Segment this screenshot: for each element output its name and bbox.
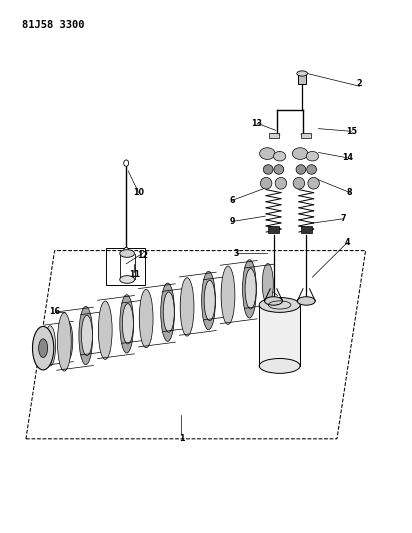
Ellipse shape — [262, 263, 273, 304]
Ellipse shape — [39, 339, 48, 358]
Ellipse shape — [243, 260, 256, 318]
Ellipse shape — [263, 165, 273, 174]
Polygon shape — [301, 133, 311, 138]
Ellipse shape — [297, 297, 315, 305]
Ellipse shape — [120, 295, 133, 353]
Ellipse shape — [204, 280, 215, 320]
Ellipse shape — [260, 177, 272, 189]
Circle shape — [124, 247, 129, 254]
Ellipse shape — [201, 271, 215, 330]
Ellipse shape — [293, 148, 308, 159]
Ellipse shape — [140, 298, 150, 339]
Polygon shape — [259, 305, 300, 366]
Text: 7: 7 — [340, 214, 346, 223]
Ellipse shape — [120, 249, 134, 257]
Text: 13: 13 — [252, 119, 263, 128]
Ellipse shape — [82, 316, 92, 356]
Ellipse shape — [259, 359, 300, 373]
Text: 9: 9 — [230, 217, 235, 226]
Circle shape — [124, 160, 129, 166]
Text: 11: 11 — [129, 270, 140, 279]
Ellipse shape — [33, 326, 54, 370]
Polygon shape — [300, 225, 312, 233]
Ellipse shape — [98, 301, 112, 359]
Ellipse shape — [62, 321, 73, 361]
Ellipse shape — [180, 278, 194, 336]
Ellipse shape — [274, 165, 284, 174]
Ellipse shape — [296, 165, 306, 174]
Ellipse shape — [161, 283, 175, 341]
Ellipse shape — [259, 297, 300, 312]
Ellipse shape — [307, 165, 316, 174]
Text: 5: 5 — [267, 286, 272, 295]
Text: 14: 14 — [342, 154, 353, 163]
Ellipse shape — [293, 177, 304, 189]
Text: 3: 3 — [234, 249, 239, 258]
Ellipse shape — [139, 289, 153, 348]
Text: 10: 10 — [133, 188, 144, 197]
Polygon shape — [269, 133, 279, 138]
Ellipse shape — [297, 71, 307, 76]
Text: 2: 2 — [357, 79, 362, 88]
Ellipse shape — [306, 151, 318, 161]
Text: 1: 1 — [179, 434, 184, 443]
Text: 15: 15 — [346, 127, 357, 136]
Text: 6: 6 — [230, 196, 235, 205]
Polygon shape — [298, 74, 306, 84]
Polygon shape — [268, 225, 279, 233]
Text: 4: 4 — [344, 238, 350, 247]
Ellipse shape — [98, 310, 110, 351]
Text: 16: 16 — [49, 307, 60, 316]
Ellipse shape — [265, 297, 283, 305]
Text: 8: 8 — [346, 188, 352, 197]
Ellipse shape — [308, 177, 319, 189]
Ellipse shape — [274, 151, 286, 161]
Ellipse shape — [180, 287, 192, 327]
Text: 81J58 3300: 81J58 3300 — [22, 20, 84, 30]
Ellipse shape — [122, 304, 133, 344]
Ellipse shape — [221, 275, 232, 316]
Ellipse shape — [120, 276, 134, 284]
Ellipse shape — [57, 313, 71, 371]
Ellipse shape — [275, 177, 287, 189]
Ellipse shape — [245, 269, 256, 309]
Text: 12: 12 — [137, 252, 148, 261]
Ellipse shape — [79, 306, 93, 365]
Ellipse shape — [163, 292, 174, 332]
Ellipse shape — [44, 326, 56, 366]
Ellipse shape — [260, 148, 275, 159]
Ellipse shape — [221, 266, 235, 325]
